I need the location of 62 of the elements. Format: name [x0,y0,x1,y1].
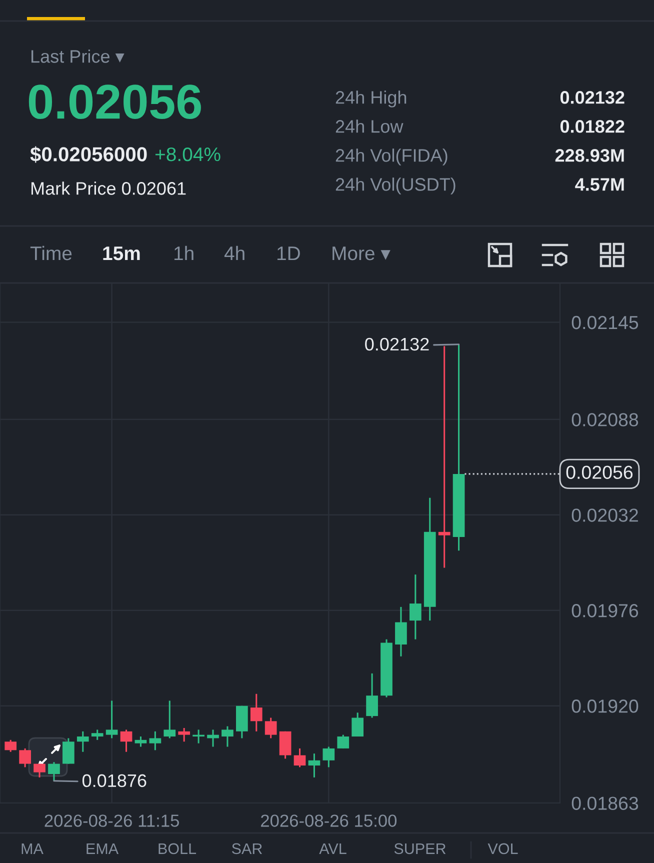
text: MA [22,843,44,854]
text: 0.02056 [28,84,201,120]
x-tick-label: 2026-08-26 15:00 [261,814,397,827]
candlestick [134,736,147,748]
candlestick [337,734,350,750]
text: 4h [224,246,244,260]
y-tick-label: 0.01863 [572,796,638,810]
text: Time [30,246,72,260]
candlestick [395,606,407,658]
text: Mark Price 0.02061 [31,182,186,195]
text: SAR [232,843,262,854]
text: 0.02132 [560,91,624,104]
text: VOL [488,843,518,854]
candlestick [178,727,190,742]
candlestick [409,574,422,640]
text: 24h Low [336,120,404,133]
candlestick [4,739,17,753]
x-tick-label: 2026-08-26 11:15 [44,814,179,827]
candlestick [91,728,104,741]
candlestick [149,730,162,751]
text: SUPER [394,843,446,854]
text: 228.93M [555,149,624,162]
text: BOLL [158,843,196,854]
candlestick [19,748,31,768]
candlestick [106,700,118,739]
candlestick [264,716,277,739]
candlestick [62,737,74,765]
text: 24h Vol(USDT) [336,178,456,194]
candlestick [250,693,262,732]
text: Last Price ▾ [31,50,124,63]
text: EMA [86,843,119,854]
y-tick-label: 0.01920 [572,700,638,713]
text: +8.04% [155,147,220,162]
candlestick [120,728,132,753]
text: 24h High [336,90,406,108]
text: 15m [103,246,140,260]
candlestick [164,700,176,739]
text: More ▾ [332,246,390,260]
candlestick [76,730,89,753]
candlestick [352,712,364,738]
text: 1D [277,246,300,260]
candlestick [222,726,234,748]
text: 0.01822 [560,120,624,133]
text: AVL [319,843,346,854]
annotation: 0.02132 [365,338,429,351]
candlestick [308,752,320,778]
text: $0.02056000 [30,146,147,163]
candlestick [294,748,306,768]
y-tick-label: 0.01976 [572,604,638,618]
candlestick [366,672,378,719]
y-tick-label: 0.02145 [572,316,638,330]
y-tick-label: 0.02088 [572,413,638,426]
candlestick [438,345,450,568]
y-tick-label: 0.02032 [572,508,638,522]
ref-line-label: 0.02056 [566,466,633,479]
text: 4.57M [575,178,624,191]
text: 1h [174,246,194,260]
text: 24h Vol(FIDA) [336,148,448,166]
candlestick [322,746,335,768]
candlestick [279,730,292,760]
annotation: 0.01876 [82,774,146,788]
candlestick [48,761,60,782]
